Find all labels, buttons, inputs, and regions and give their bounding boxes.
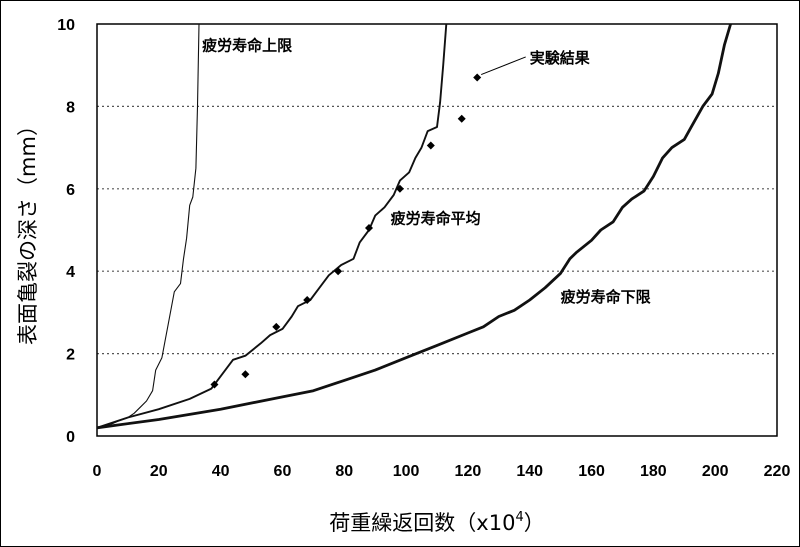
series-layer xyxy=(96,23,732,430)
data-point xyxy=(210,380,219,389)
x-axis-title-main: 荷重繰返回数（x10 xyxy=(329,511,515,535)
x-tick-label: 80 xyxy=(335,463,353,480)
data-point xyxy=(241,370,250,379)
x-tick-label: 60 xyxy=(274,463,292,480)
annotation-label: 疲労寿命上限 xyxy=(202,37,292,55)
x-tick-label: 220 xyxy=(764,463,791,480)
y-tick-label: 10 xyxy=(57,17,75,34)
grid-layer xyxy=(97,105,777,355)
series-line xyxy=(96,23,732,430)
annotation-leader xyxy=(480,56,526,76)
y-tick-label: 2 xyxy=(66,347,75,364)
series-line xyxy=(96,23,448,429)
x-tick-label: 180 xyxy=(640,463,667,480)
x-tick-label: 20 xyxy=(150,463,168,480)
annotation-label: 疲労寿命下限 xyxy=(561,288,651,306)
x-tick-label: 160 xyxy=(578,463,605,480)
data-point xyxy=(395,184,404,193)
x-tick-label: 140 xyxy=(516,463,543,480)
y-tick-label: 8 xyxy=(66,99,75,116)
plot-area xyxy=(96,23,778,437)
x-tick-label: 100 xyxy=(393,463,420,480)
y-axis-title: 表面亀裂の深さ（mm） xyxy=(16,115,40,345)
x-axis-title-superscript: 4 xyxy=(515,510,523,525)
x-tick-label: 120 xyxy=(455,463,482,480)
data-point xyxy=(457,114,466,123)
x-tick-labels: 0 20 40 60 80 100 120 140 160 180 200 220 xyxy=(93,463,791,480)
x-tick-label: 40 xyxy=(212,463,230,480)
y-tick-label: 6 xyxy=(66,182,75,199)
y-tick-label: 0 xyxy=(66,429,75,446)
data-point xyxy=(303,296,312,305)
x-tick-label: 200 xyxy=(702,463,729,480)
x-axis-title: 荷重繰返回数（x104） xyxy=(329,510,544,535)
data-point xyxy=(365,223,373,232)
data-point xyxy=(272,322,281,331)
data-point xyxy=(473,73,482,82)
series-line xyxy=(96,23,200,429)
data-point xyxy=(334,267,343,276)
x-axis-title-close: ） xyxy=(524,511,545,535)
y-tick-labels: 0 2 4 6 8 10 xyxy=(57,17,75,446)
annotation-label: 実験結果 xyxy=(530,49,591,67)
annotation-label: 疲労寿命平均 xyxy=(391,210,481,228)
y-tick-label: 4 xyxy=(66,264,75,281)
data-point xyxy=(426,141,435,150)
x-tick-label: 0 xyxy=(93,463,102,480)
